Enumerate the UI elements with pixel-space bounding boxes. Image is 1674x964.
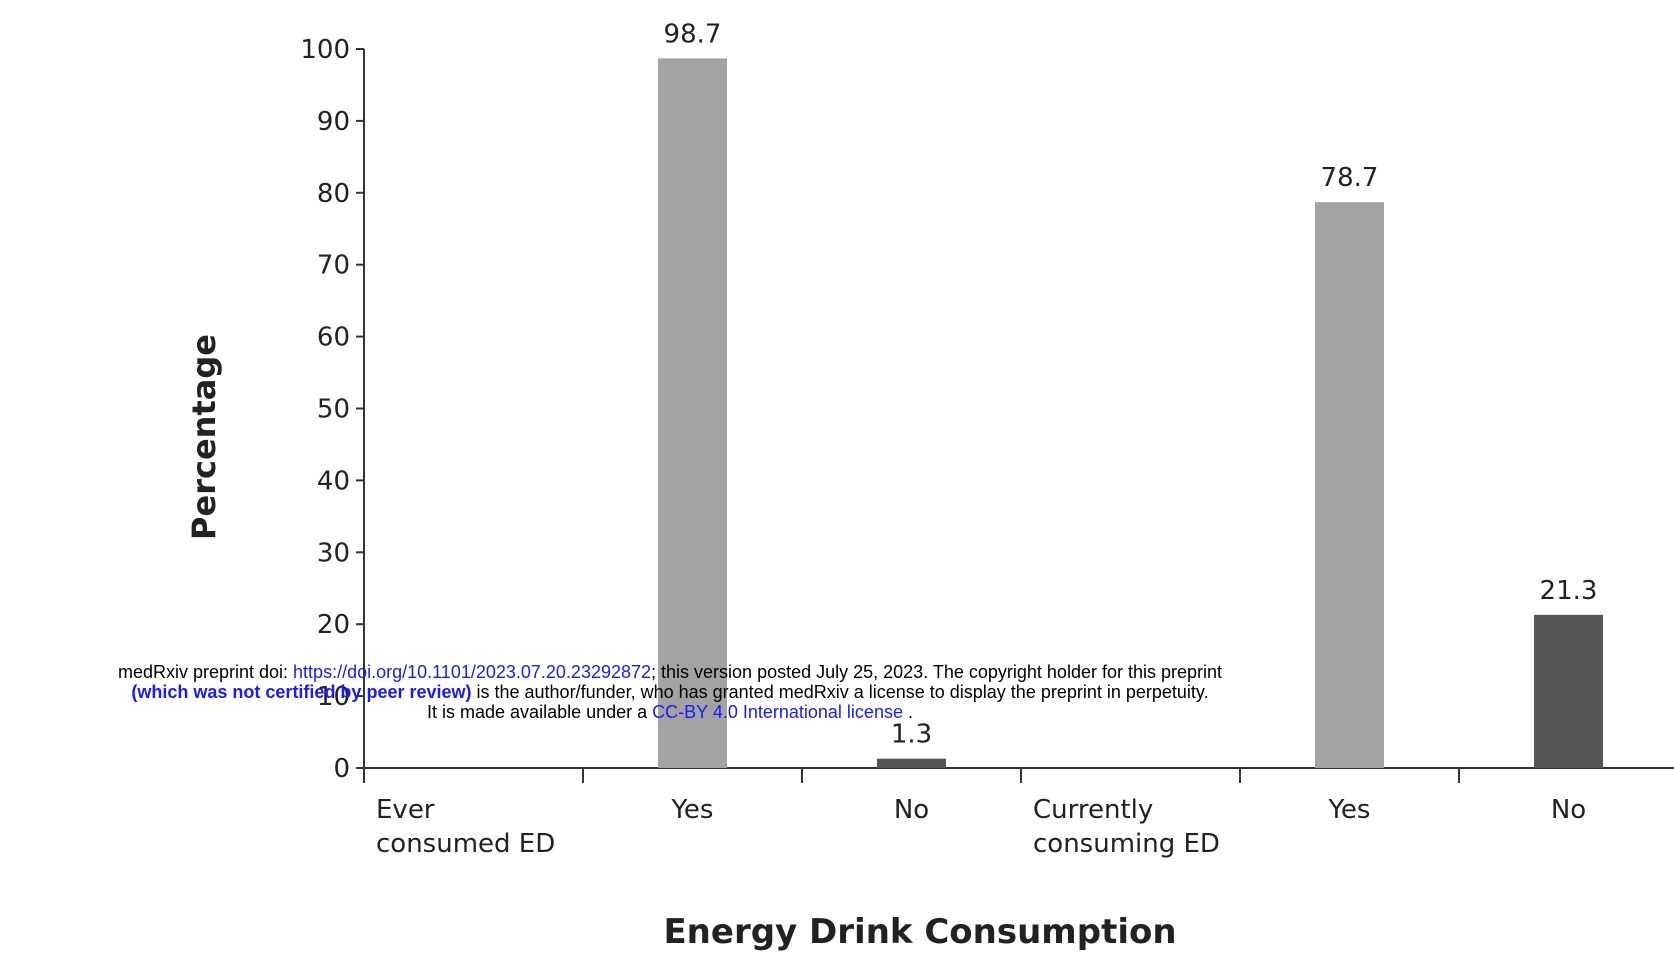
category-label-line: No [894,795,929,825]
data-label: 21.3 [1540,576,1598,606]
category-label: Currently consuming ED [1033,795,1220,859]
category-label: Ever consumed ED [376,795,555,859]
category-label-line: consuming ED [1033,829,1220,859]
category-label-line: Ever [376,795,435,825]
notice-line-2: (which was not certified by peer review)… [0,682,1340,702]
category-labels: Ever consumed ED Yes No Currently consuming E… [376,795,1586,859]
y-tick-label: 100 [300,35,350,65]
category-label: No [894,795,929,825]
notice-copyright-text: ; this version posted July 25, 2023. The… [651,662,1223,682]
category-label: No [1551,795,1586,825]
category-label: Yes [671,795,714,825]
category-label: Yes [1328,795,1371,825]
x-axis-title: Energy Drink Consumption [663,912,1176,952]
y-axis-title: Percentage [185,334,223,540]
license-link[interactable]: CC-BY 4.0 International license [652,702,903,722]
data-label: 98.7 [664,19,722,49]
y-axis: 0 10 20 30 40 50 60 70 80 90 100 [300,35,365,784]
category-label-line: Currently [1033,795,1153,825]
y-tick-label: 30 [317,538,350,568]
data-label: 78.7 [1321,163,1379,193]
y-tick-label: 20 [317,610,350,640]
y-tick-label: 70 [317,251,350,281]
bar [1315,202,1384,769]
y-tick-label: 90 [317,107,350,137]
notice-license-text: is the author/funder, who has granted me… [471,682,1209,702]
notice-not-peer-reviewed: (which was not certified by peer review) [131,682,472,702]
category-label-line: Yes [1328,795,1371,825]
doi-link[interactable]: https://doi.org/10.1101/2023.07.20.23292… [293,662,652,682]
y-tick-label: 40 [317,466,350,496]
preprint-notice: medRxiv preprint doi: https://doi.org/10… [0,662,1340,722]
notice-line-1: medRxiv preprint doi: https://doi.org/10… [0,662,1340,682]
category-label-line: consumed ED [376,829,555,859]
category-label-line: Yes [671,795,714,825]
bar [1534,614,1603,768]
bars [658,58,1603,769]
notice-period: . [902,702,913,722]
notice-line-3: It is made available under a CC-BY 4.0 I… [0,702,1340,722]
y-tick-label: 50 [317,395,350,425]
notice-availability-text: It is made available under a [427,702,653,722]
y-tick-label: 80 [317,179,350,209]
data-labels: 98.7 1.3 78.7 21.3 [664,19,1598,749]
y-tick-label: 10 [317,682,350,712]
x-axis [363,767,1674,783]
y-tick-label: 0 [333,754,350,784]
y-tick-label: 60 [317,323,350,353]
notice-doi-prefix: medRxiv preprint doi: [117,662,294,682]
category-label-line: No [1551,795,1586,825]
data-label: 1.3 [891,720,932,750]
bar [658,58,727,769]
bar [877,758,946,768]
